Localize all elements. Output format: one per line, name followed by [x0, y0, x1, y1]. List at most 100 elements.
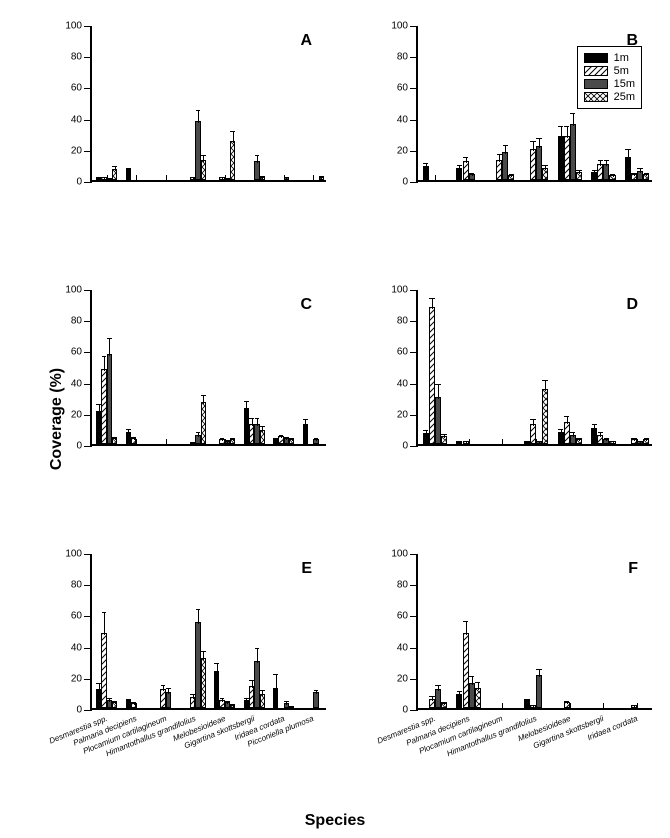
error-bar — [573, 113, 574, 125]
error-bar-cap — [509, 174, 514, 175]
error-bar-cap — [201, 395, 206, 396]
y-tick-label: 60 — [71, 83, 82, 94]
y-tick — [84, 352, 92, 353]
error-bar — [246, 401, 247, 410]
error-bar — [99, 683, 100, 691]
error-bar-cap — [96, 683, 101, 684]
y-tick — [410, 151, 418, 152]
y-tick-label: 0 — [402, 705, 408, 716]
error-bar-cap — [463, 157, 468, 158]
y-tick — [84, 679, 92, 680]
error-bar-cap — [260, 176, 265, 177]
error-bar-cap — [469, 676, 474, 677]
error-bar — [252, 418, 253, 426]
x-tick — [136, 439, 137, 445]
error-bar — [257, 648, 258, 664]
y-tick-label: 60 — [397, 83, 408, 94]
legend-swatch — [584, 79, 608, 89]
legend-swatch — [584, 66, 608, 76]
y-tick-label: 20 — [397, 145, 408, 156]
error-bar-cap — [457, 441, 462, 442]
error-bar-cap — [435, 685, 440, 686]
y-tick-label: 40 — [397, 642, 408, 653]
bar — [166, 692, 171, 708]
error-bar-cap — [96, 177, 101, 178]
error-bar-cap — [220, 438, 225, 439]
bar — [423, 166, 429, 180]
y-tick-label: 0 — [76, 705, 82, 716]
error-bar — [539, 669, 540, 677]
error-bar-cap — [289, 438, 294, 439]
error-bar-cap — [190, 443, 195, 444]
error-bar — [109, 338, 110, 355]
y-tick-label: 100 — [391, 549, 408, 560]
x-category-label: Plocamium cartilagineum — [501, 714, 504, 722]
x-tick — [136, 703, 137, 709]
y-tick-label: 80 — [397, 52, 408, 63]
x-category-label: Gigartina skottsbergii — [253, 714, 256, 722]
bar — [201, 160, 206, 180]
plot-area: D020406080100 — [416, 290, 652, 446]
error-bar-cap — [610, 174, 615, 175]
error-bar-cap — [497, 154, 502, 155]
error-bar-cap — [314, 438, 319, 439]
error-bar-cap — [564, 126, 569, 127]
x-tick — [166, 175, 167, 181]
error-bar — [99, 404, 100, 413]
error-bar-cap — [220, 698, 225, 699]
y-tick — [410, 352, 418, 353]
error-bar-cap — [610, 441, 615, 442]
error-bar-cap — [429, 696, 434, 697]
error-bar — [628, 149, 629, 158]
y-tick — [84, 88, 92, 89]
y-tick-label: 40 — [71, 642, 82, 653]
y-tick — [410, 679, 418, 680]
y-tick — [84, 384, 92, 385]
y-tick — [410, 290, 418, 291]
y-tick — [84, 710, 92, 711]
error-bar-cap — [201, 651, 206, 652]
y-tick — [410, 26, 418, 27]
x-tick — [313, 175, 314, 181]
x-tick — [637, 703, 638, 709]
error-bar — [276, 674, 277, 690]
bar — [273, 688, 278, 708]
error-bar-cap — [536, 669, 541, 670]
x-category-label: Gigartina skottsbergii — [602, 714, 605, 722]
error-bar — [198, 609, 199, 625]
y-tick — [410, 710, 418, 711]
y-tick-label: 100 — [65, 21, 82, 32]
error-bar — [233, 131, 234, 143]
y-tick-label: 20 — [71, 409, 82, 420]
x-category-label: Desmarestia spp. — [105, 714, 108, 722]
error-bar-cap — [255, 648, 260, 649]
bar — [260, 694, 265, 708]
plot-area: F020406080100Desmarestia spp.Palmaria de… — [416, 554, 652, 710]
y-tick-label: 20 — [397, 409, 408, 420]
error-bar-cap — [644, 173, 649, 174]
y-tick-label: 0 — [402, 441, 408, 452]
error-bar-cap — [475, 682, 480, 683]
error-bar-cap — [284, 701, 289, 702]
x-category-label: Desmarestia spp. — [433, 714, 436, 722]
error-bar — [432, 298, 433, 309]
error-bar-cap — [96, 404, 101, 405]
error-bar-cap — [463, 621, 468, 622]
error-bar-cap — [244, 401, 249, 402]
error-bar-cap — [126, 699, 131, 700]
error-bar-cap — [536, 441, 541, 442]
error-bar-cap — [604, 438, 609, 439]
error-bar-cap — [524, 699, 529, 700]
error-bar — [252, 680, 253, 688]
panel-A: A020406080100 — [48, 20, 334, 188]
y-tick — [410, 554, 418, 555]
y-tick — [84, 446, 92, 447]
error-bar-cap — [429, 298, 434, 299]
error-bar-cap — [273, 438, 278, 439]
y-tick — [410, 415, 418, 416]
error-bar-cap — [457, 165, 462, 166]
error-bar-cap — [190, 694, 195, 695]
error-bar-cap — [220, 177, 225, 178]
error-bar — [198, 110, 199, 122]
x-axis-label: Species — [0, 812, 670, 830]
